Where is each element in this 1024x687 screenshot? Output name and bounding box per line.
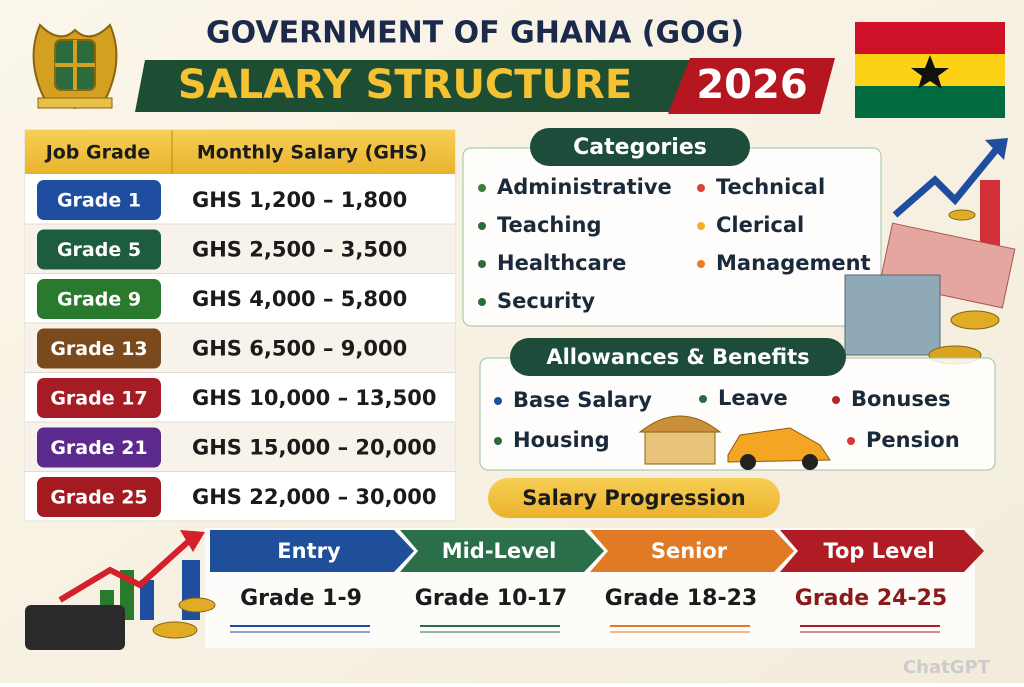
stage-grades: Grade 18-23 — [605, 586, 757, 611]
stage-grades: Grade 10-17 — [415, 586, 567, 611]
category-label: Teaching — [497, 213, 602, 237]
coat-of-arms — [32, 23, 118, 110]
salary-range: GHS 2,500 – 3,500 — [192, 238, 407, 262]
grade-pill — [37, 378, 161, 418]
stage-arrow — [400, 530, 604, 572]
salary-range: GHS 1,200 – 1,800 — [192, 188, 407, 212]
salary-range: GHS 6,500 – 9,000 — [192, 337, 407, 361]
money-illustration — [844, 138, 1016, 365]
stage-grades: Grade 1-9 — [240, 586, 362, 611]
benefit-label: Pension — [866, 428, 960, 452]
categories-list: Administrative Technical Teaching Clerical H… — [478, 175, 871, 313]
bullet — [697, 222, 705, 230]
bullet — [699, 395, 707, 403]
bullet — [478, 184, 486, 192]
progression-stages: Entry Grade 1-9 Mid-Level Grade 10-17 Senior… — [210, 530, 984, 633]
salary-range: GHS 4,000 – 5,800 — [192, 287, 407, 311]
grade-pill — [37, 229, 161, 270]
category-label: Healthcare — [497, 251, 626, 275]
bullet — [697, 260, 705, 268]
house-and-car — [638, 415, 831, 470]
watermark: ChatGPT — [903, 657, 991, 678]
grade-pill — [37, 427, 161, 468]
category-label: Administrative — [497, 175, 672, 199]
grade-label: Grade 13 — [50, 338, 147, 360]
category-label: Technical — [716, 175, 825, 199]
allowances-list: Base Salary Leave Bonuses Housing Pension — [494, 386, 960, 452]
subtitle: SALARY STRUCTURE — [178, 62, 632, 108]
bullet — [478, 298, 486, 306]
stage-arrow — [780, 530, 984, 572]
title: GOVERNMENT OF GHANA (GOG) — [206, 16, 744, 51]
allowances-pill — [510, 338, 846, 376]
grade-label: Grade 9 — [57, 289, 141, 311]
stage-arrow — [590, 530, 794, 572]
grade-pill — [37, 180, 161, 220]
salary-range: GHS 22,000 – 30,000 — [192, 485, 436, 509]
stage-level: Entry — [277, 539, 341, 563]
stage-level: Mid-Level — [442, 539, 557, 563]
progression-pill — [488, 478, 780, 518]
benefit-label: Housing — [513, 428, 610, 452]
benefit-label: Bonuses — [851, 387, 951, 411]
category-label: Security — [497, 289, 595, 313]
bullet — [832, 396, 840, 404]
bullet — [494, 437, 502, 445]
growth-illustration — [25, 530, 216, 650]
stage-level: Senior — [651, 539, 728, 563]
categories-pill — [530, 128, 750, 166]
column-header: Monthly Salary (GHS) — [197, 142, 427, 164]
ghana-flag — [855, 22, 1005, 118]
table-header — [25, 130, 455, 174]
stage-grades: Grade 24-25 — [795, 586, 947, 611]
grade-pill — [37, 328, 161, 369]
salary-range: GHS 10,000 – 13,500 — [192, 386, 436, 410]
grade-pill — [37, 279, 161, 319]
grade-pill — [37, 477, 161, 517]
allowances-title: Allowances & Benefits — [546, 345, 809, 369]
grade-label: Grade 1 — [57, 190, 141, 212]
bullet — [478, 222, 486, 230]
banner-year — [668, 58, 835, 114]
progression-title: Salary Progression — [522, 486, 745, 510]
stage-level: Top Level — [823, 539, 934, 563]
grade-label: Grade 5 — [57, 239, 141, 261]
benefit-label: Base Salary — [513, 388, 652, 412]
grade-label: Grade 21 — [50, 437, 147, 459]
year: 2026 — [696, 62, 807, 108]
grade-label: Grade 17 — [50, 388, 147, 410]
column-header: Job Grade — [44, 142, 151, 164]
table-rows: Grade 1 GHS 1,200 – 1,800 Grade 5 GHS 2,500… — [25, 175, 455, 522]
grade-label: Grade 25 — [50, 487, 147, 509]
bullet — [697, 184, 705, 192]
salary-range: GHS 15,000 – 20,000 — [192, 436, 436, 460]
category-label: Clerical — [716, 213, 804, 237]
categories-title: Categories — [573, 135, 707, 160]
benefit-label: Leave — [718, 386, 788, 410]
stage-arrow — [210, 530, 414, 572]
bullet — [847, 437, 855, 445]
banner — [135, 60, 690, 112]
bullet — [478, 260, 486, 268]
bullet — [494, 397, 502, 405]
category-label: Management — [716, 251, 871, 275]
